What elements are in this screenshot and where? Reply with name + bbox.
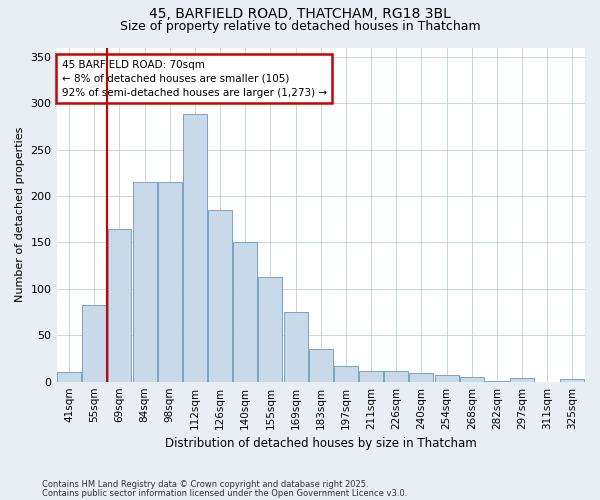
Bar xyxy=(510,378,534,382)
Bar xyxy=(409,374,433,382)
Bar xyxy=(309,349,333,382)
Bar xyxy=(57,372,81,382)
Bar xyxy=(183,114,207,382)
X-axis label: Distribution of detached houses by size in Thatcham: Distribution of detached houses by size … xyxy=(165,437,476,450)
Text: 45, BARFIELD ROAD, THATCHAM, RG18 3BL: 45, BARFIELD ROAD, THATCHAM, RG18 3BL xyxy=(149,8,451,22)
Text: Contains HM Land Registry data © Crown copyright and database right 2025.: Contains HM Land Registry data © Crown c… xyxy=(42,480,368,489)
Bar xyxy=(460,377,484,382)
Bar xyxy=(158,182,182,382)
Bar xyxy=(259,277,283,382)
Text: Contains public sector information licensed under the Open Government Licence v3: Contains public sector information licen… xyxy=(42,488,407,498)
Bar xyxy=(434,375,458,382)
Bar xyxy=(485,381,509,382)
Bar xyxy=(133,182,157,382)
Bar xyxy=(284,312,308,382)
Bar xyxy=(82,304,106,382)
Bar xyxy=(560,379,584,382)
Bar xyxy=(359,370,383,382)
Bar xyxy=(208,210,232,382)
Bar xyxy=(334,366,358,382)
Text: 45 BARFIELD ROAD: 70sqm
← 8% of detached houses are smaller (105)
92% of semi-de: 45 BARFIELD ROAD: 70sqm ← 8% of detached… xyxy=(62,60,326,98)
Bar xyxy=(233,242,257,382)
Bar xyxy=(107,228,131,382)
Y-axis label: Number of detached properties: Number of detached properties xyxy=(15,127,25,302)
Bar xyxy=(385,372,408,382)
Text: Size of property relative to detached houses in Thatcham: Size of property relative to detached ho… xyxy=(119,20,481,33)
